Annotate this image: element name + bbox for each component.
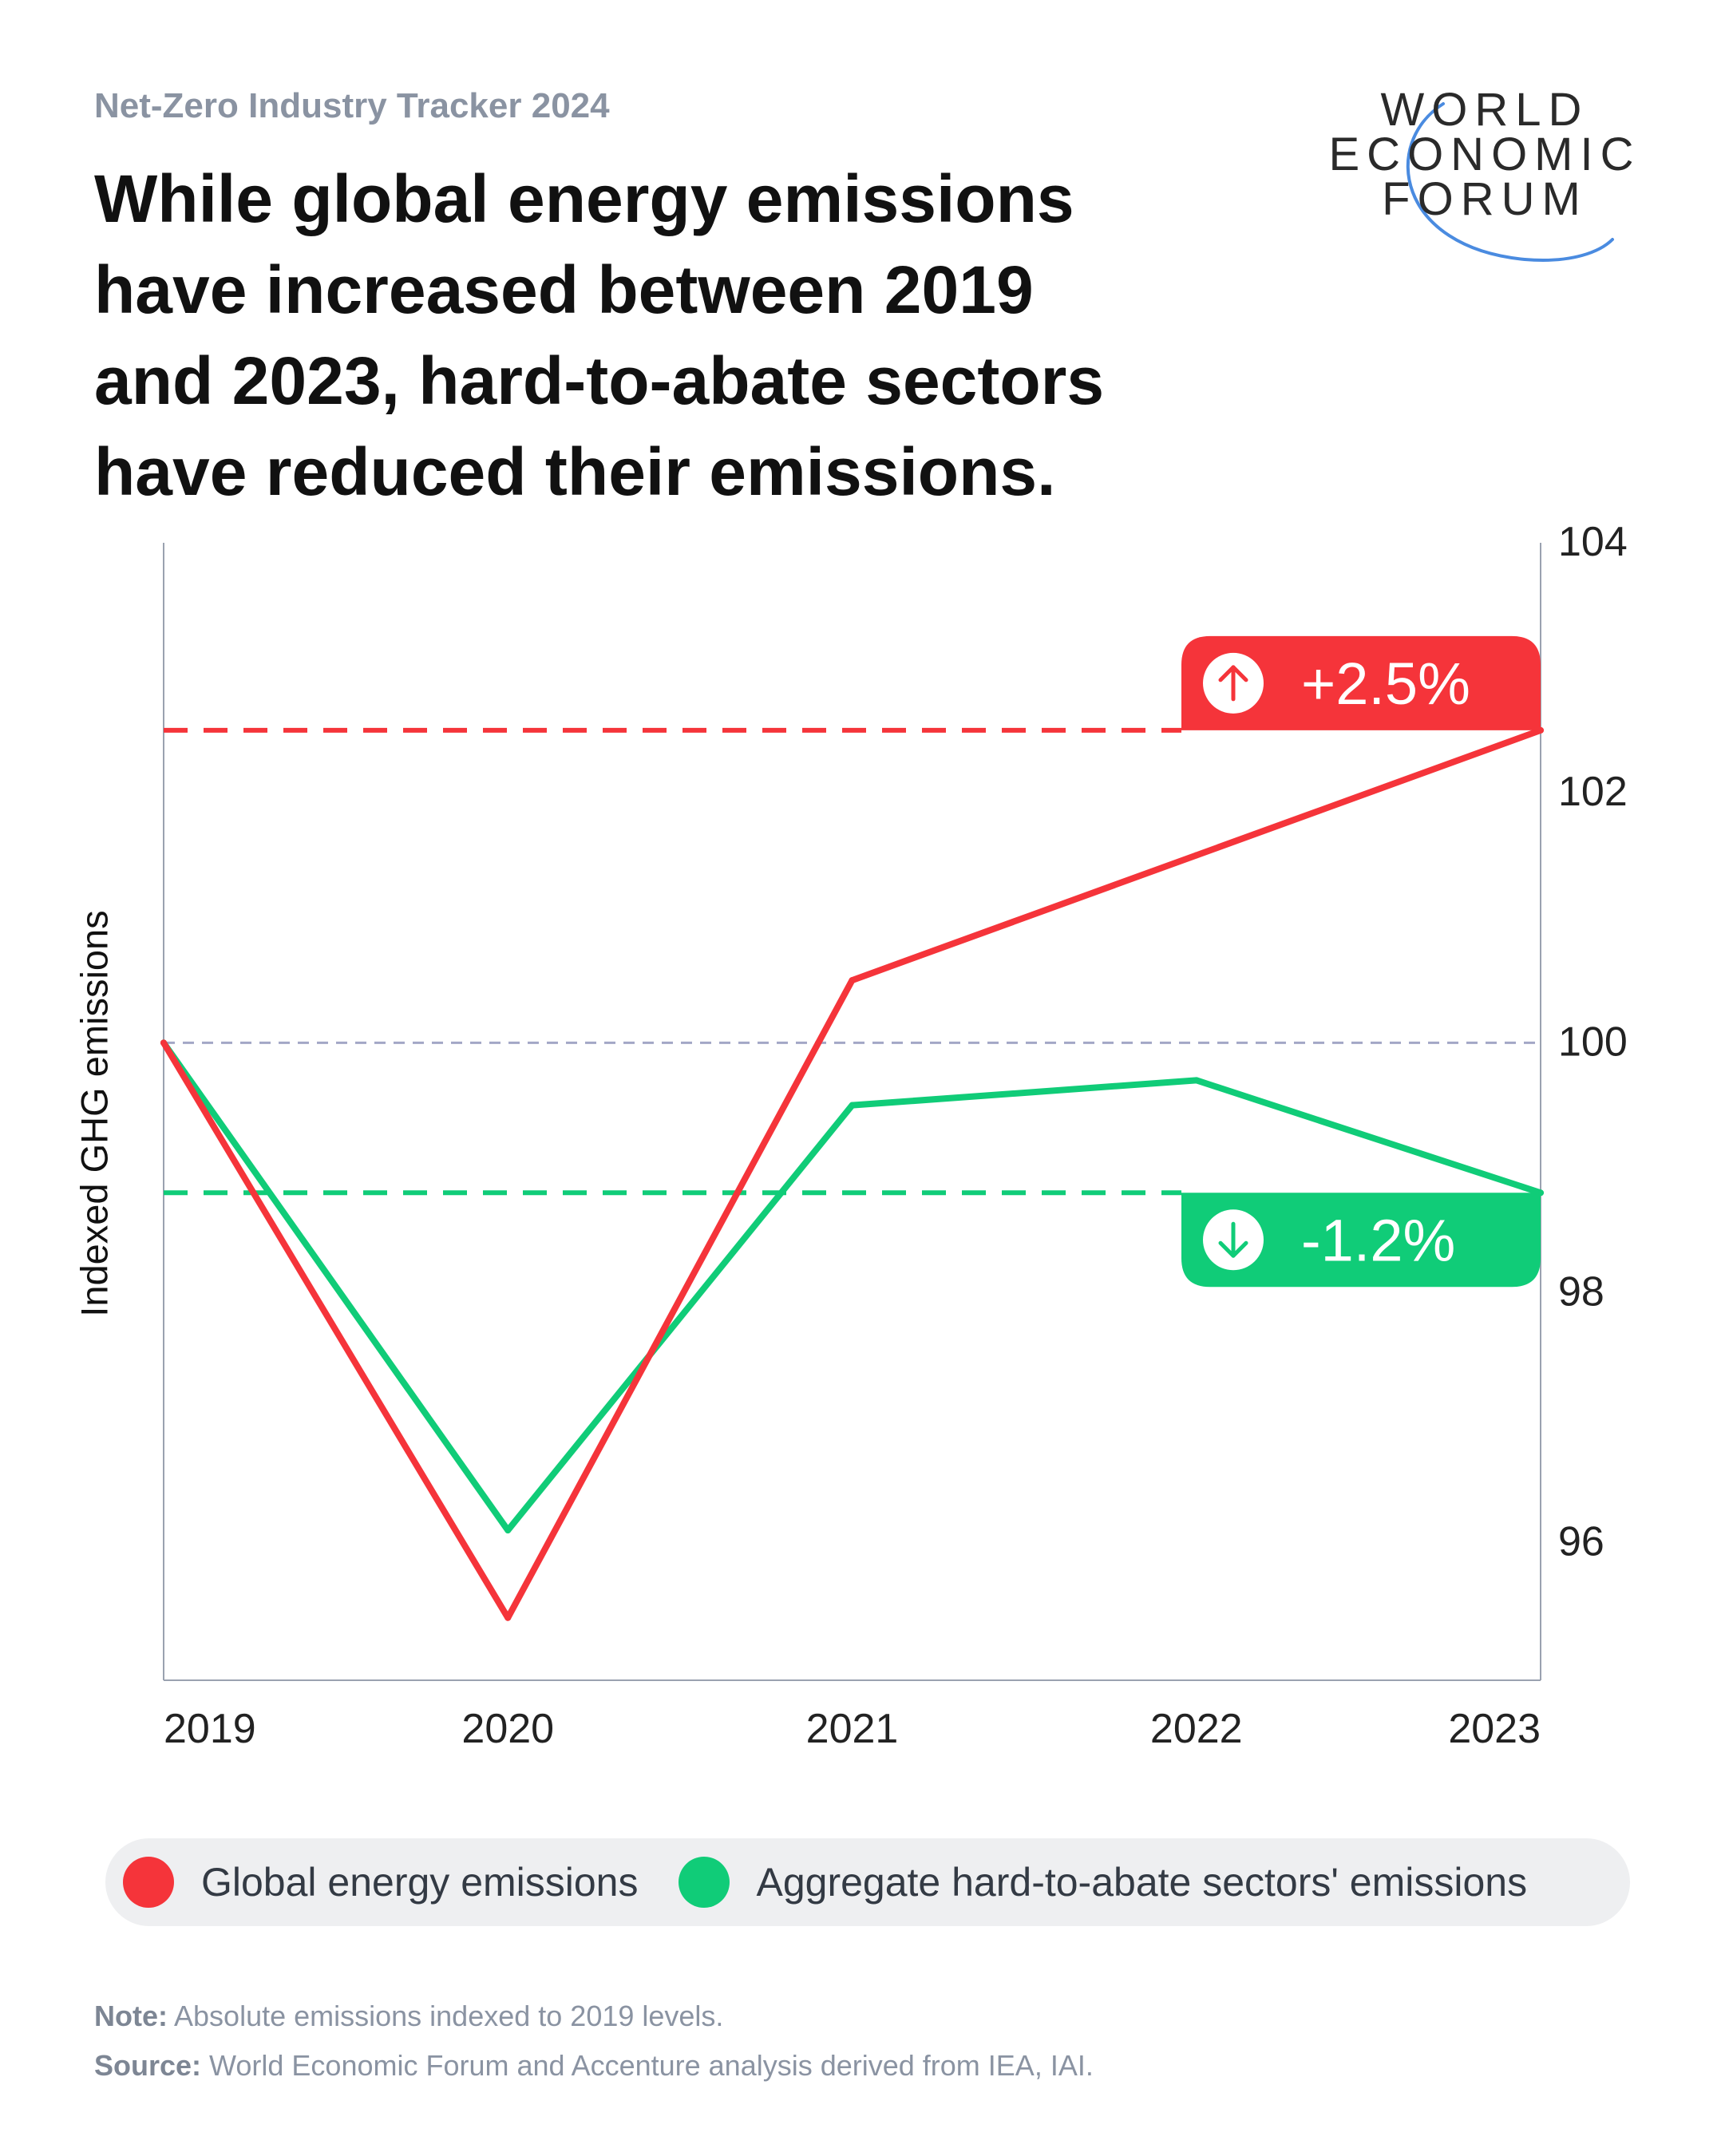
data-point — [1193, 852, 1200, 859]
source-label: Source: — [94, 2049, 202, 2082]
headline-line: and 2023, hard-to-abate sectors — [94, 343, 1105, 418]
y-tick-label: 102 — [1558, 769, 1628, 815]
chart-legend: Global energy emissions Aggregate hard-t… — [105, 1838, 1630, 1926]
logo-line: FORUM — [1382, 173, 1588, 225]
kicker-text: Net-Zero Industry Tracker 2024 — [94, 86, 610, 125]
headline-line: have increased between 2019 — [94, 252, 1034, 327]
legend-label-global: Global energy emissions — [201, 1860, 639, 1905]
source-text: World Economic Forum and Accenture analy… — [201, 2049, 1094, 2082]
source-line: Source: World Economic Forum and Accentu… — [94, 2041, 1094, 2091]
note-label: Note: — [94, 2000, 168, 2032]
x-tick-label: 2023 — [1448, 1706, 1541, 1752]
series-line — [160, 726, 1544, 1621]
x-tick-label: 2021 — [806, 1706, 899, 1752]
arrow-head — [1218, 1240, 1248, 1258]
increase-badge — [1181, 635, 1541, 730]
logo-arc-icon — [1406, 102, 1614, 262]
x-tick-label: 2019 — [164, 1706, 256, 1752]
x-tick-label: 2022 — [1150, 1706, 1243, 1752]
arrow-head — [1218, 665, 1248, 682]
wef-logo: WORLD ECONOMIC FORUM — [1325, 84, 1644, 225]
data-point — [849, 1102, 856, 1109]
chart-footnotes: Note: Absolute emissions indexed to 2019… — [94, 1992, 1094, 2091]
headline-line: While global energy emissions — [94, 161, 1074, 236]
y-tick-label: 100 — [1558, 1019, 1628, 1065]
data-point — [1193, 1077, 1200, 1084]
legend-item-hard-to-abate: Aggregate hard-to-abate sectors' emissio… — [678, 1857, 1528, 1908]
legend-swatch-global — [123, 1857, 174, 1908]
note-text: Absolute emissions indexed to 2019 level… — [168, 2000, 724, 2032]
legend-item-global: Global energy emissions — [123, 1857, 639, 1908]
annotation-label: -1.2% — [1301, 1207, 1455, 1273]
arrow-up-icon — [1218, 665, 1248, 702]
logo-line: WORLD — [1380, 84, 1589, 136]
data-point — [849, 977, 856, 984]
legend-swatch-hard-to-abate — [678, 1857, 730, 1908]
data-point — [160, 1039, 167, 1046]
line-chart: 96 98 100 102 104 2019 2020 2021 2022 2023 +2.5% -1… — [160, 519, 1628, 1752]
logo-line: ECONOMIC — [1328, 129, 1641, 180]
chart-headline: While global energy emissions have incre… — [94, 153, 1292, 517]
note-line: Note: Absolute emissions indexed to 2019… — [94, 1992, 1094, 2041]
y-tick-label: 98 — [1558, 1269, 1604, 1315]
x-tick-label: 2020 — [461, 1706, 554, 1752]
y-tick-label: 96 — [1558, 1519, 1604, 1565]
headline-line: have reduced their emissions. — [94, 434, 1056, 509]
data-point — [504, 1527, 512, 1534]
annotation-label: +2.5% — [1301, 651, 1470, 717]
decrease-badge — [1181, 1193, 1541, 1288]
legend-label-hard-to-abate: Aggregate hard-to-abate sectors' emissio… — [756, 1860, 1528, 1905]
arrow-down-icon — [1218, 1221, 1248, 1258]
data-point — [504, 1614, 512, 1621]
y-tick-label: 104 — [1558, 519, 1628, 565]
